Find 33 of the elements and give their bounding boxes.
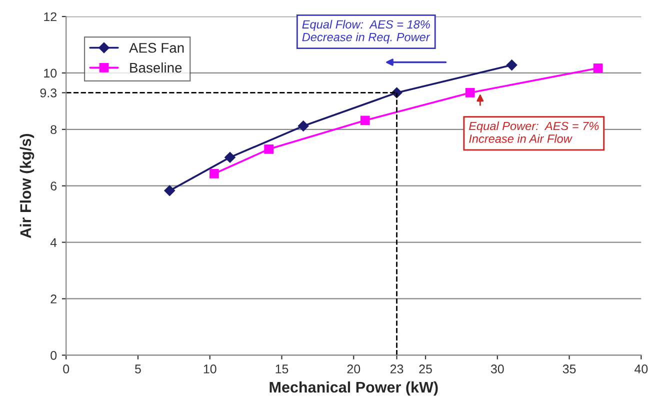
y-tick-label: 12 — [44, 12, 56, 22]
annotation: Equal Power: AES = 7% Increase in Air Flow — [469, 122, 599, 143]
y-tick-label: 2 — [50, 294, 56, 304]
x-axis-title: Mechanical Power (kW) — [270, 381, 438, 396]
point — [298, 120, 309, 132]
x-tick-label: 15 — [276, 364, 288, 374]
legend-label: AES Fan — [129, 42, 184, 53]
y-axis-title: Air Flow (kg/s) — [20, 134, 34, 238]
y-tick-label: 4 — [50, 238, 57, 247]
point — [209, 169, 219, 178]
x-tick-label: 40 — [634, 364, 648, 374]
x-tick-label: 20 — [347, 364, 360, 374]
y-tick-label: 9.3 — [40, 88, 57, 98]
y-tick-label: 0 — [50, 350, 57, 360]
x-tick-label: 23 — [390, 364, 404, 374]
x-tick-label: 25 — [419, 364, 432, 374]
point — [164, 185, 176, 196]
point — [360, 116, 370, 126]
point — [593, 63, 603, 73]
annotation: Equal Flow: AES = 18% Decrease in Req. Power — [302, 20, 430, 44]
x-tick-label: 10 — [204, 364, 216, 374]
legend-label: Baseline — [130, 62, 182, 73]
point — [224, 152, 236, 163]
x-tick-label: 35 — [562, 364, 576, 374]
x-tick-label: 5 — [135, 364, 141, 374]
point — [465, 88, 475, 98]
x-tick-label: 30 — [490, 364, 504, 374]
y-tick-label: 6 — [50, 182, 57, 190]
x-tick-label: 0 — [63, 364, 70, 374]
y-tick-label: 10 — [44, 68, 57, 78]
point — [506, 60, 518, 70]
y-tick-label: 8 — [50, 125, 57, 134]
point — [264, 144, 274, 154]
